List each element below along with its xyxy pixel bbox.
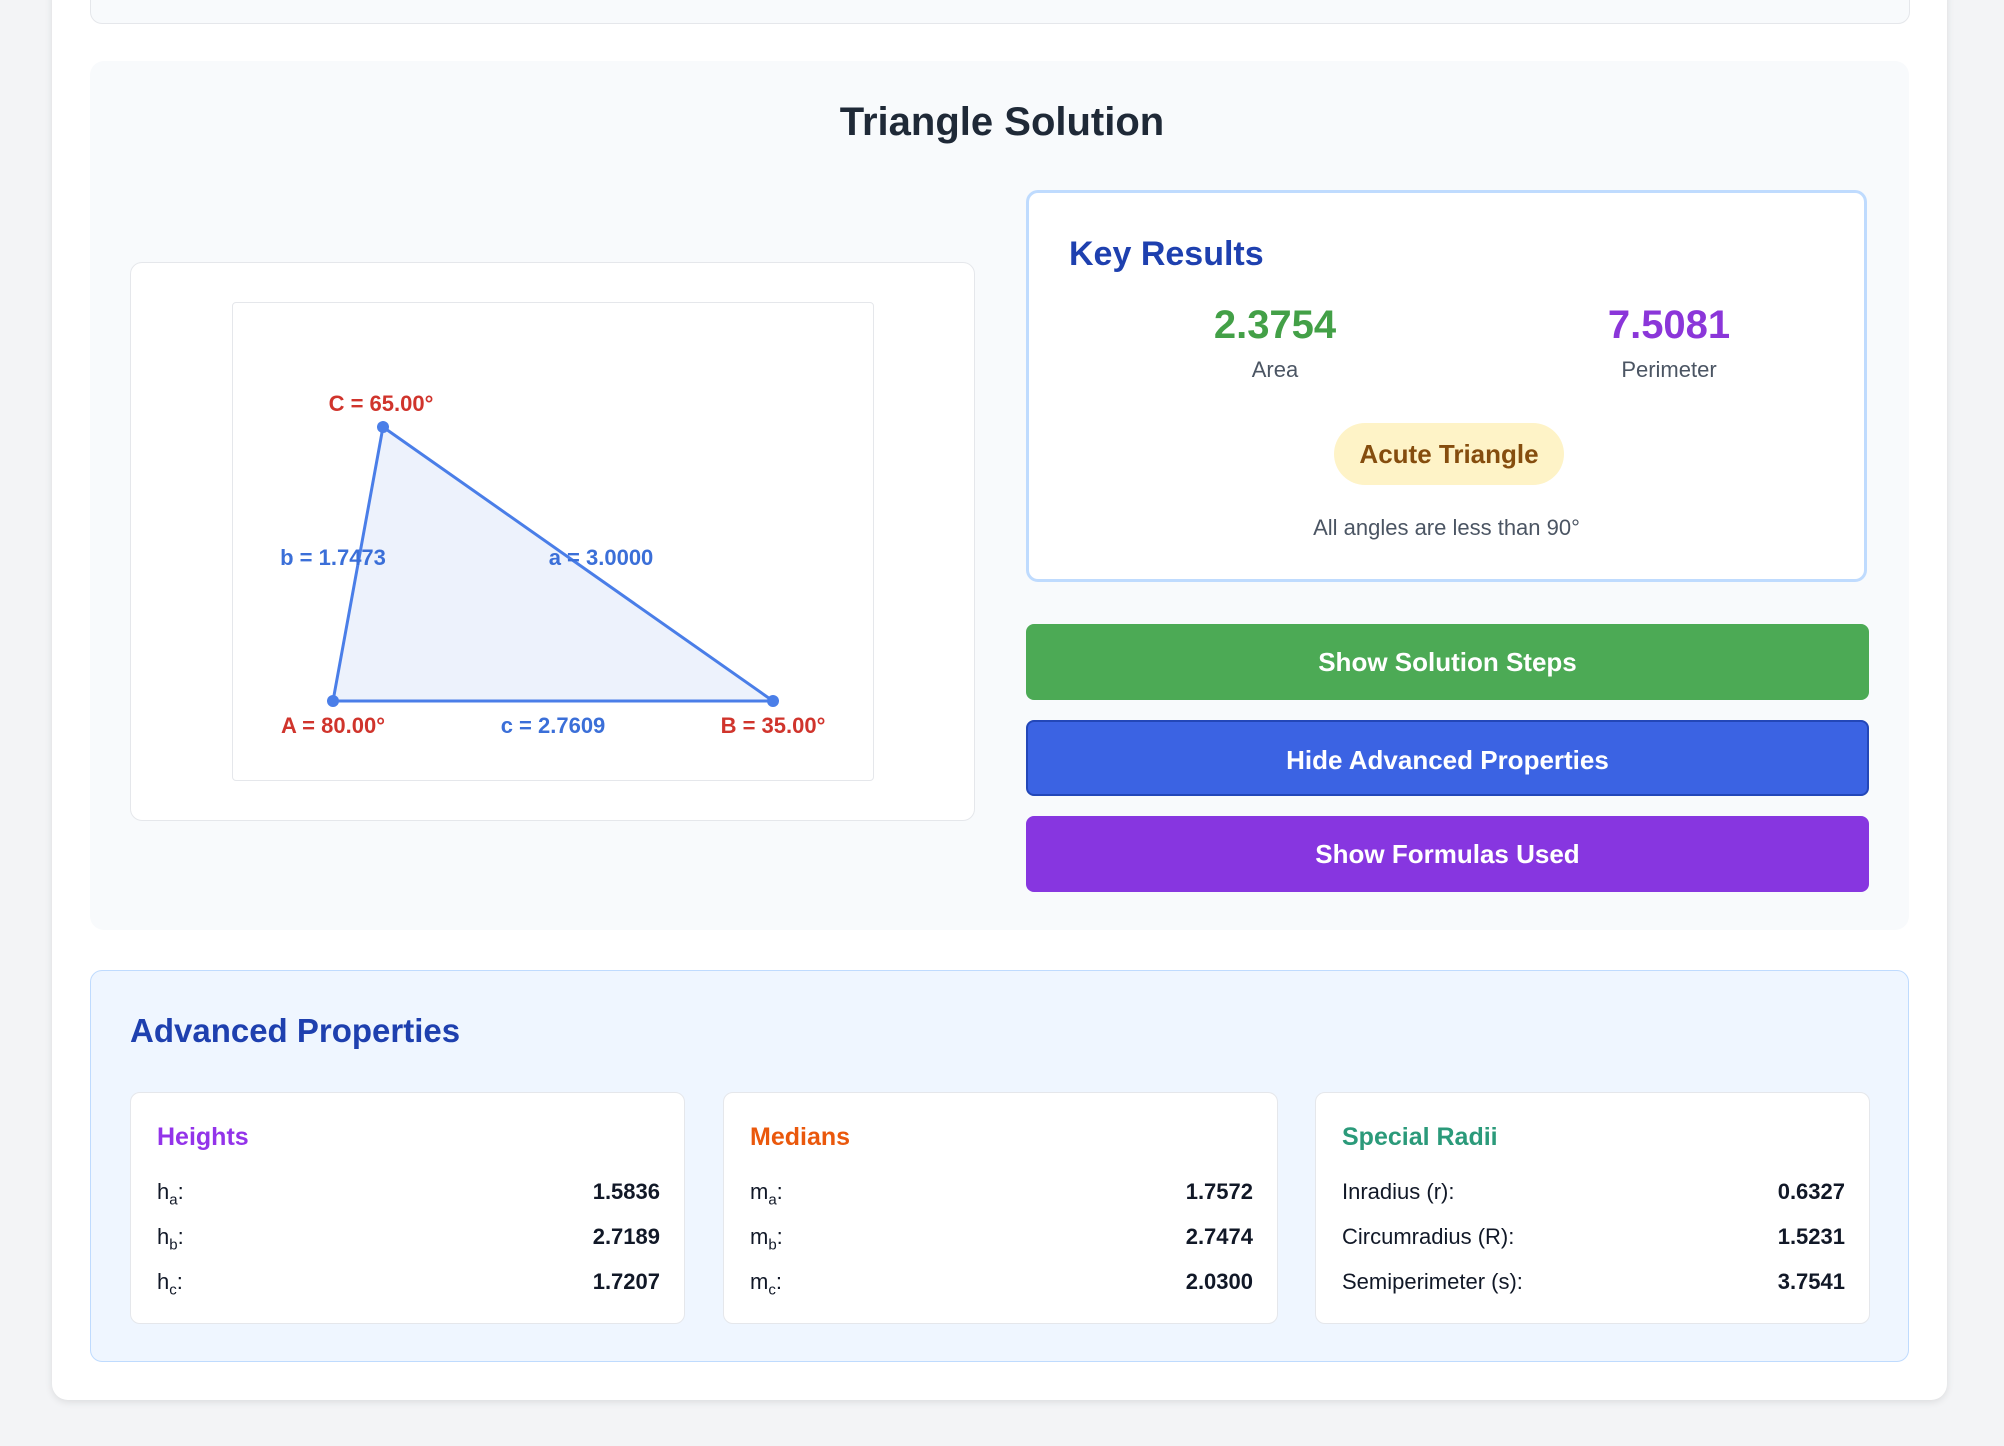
area-value: 2.3754 xyxy=(1213,303,1337,347)
key-results-card: Key Results 2.3754 Area 7.5081 Perimeter… xyxy=(1026,190,1867,582)
vertex-c-point xyxy=(377,421,389,433)
inradius-value: 0.6327 xyxy=(1777,1179,1845,1204)
triangle-shape xyxy=(331,425,775,703)
circumradius-row: Circumradius (R): 1.5231 xyxy=(1342,1224,1845,1254)
show-formulas-button[interactable]: Show Formulas Used xyxy=(1026,816,1869,892)
side-a-label: a = 3.0000 xyxy=(549,545,654,570)
inradius-label: Inradius (r): xyxy=(1342,1179,1455,1204)
height-b-row: hb: 2.7189 xyxy=(157,1224,660,1254)
height-b-value: 2.7189 xyxy=(592,1224,660,1249)
circumradius-label: Circumradius (R): xyxy=(1342,1224,1515,1249)
perimeter-value: 7.5081 xyxy=(1607,303,1731,347)
side-c-label: c = 2.7609 xyxy=(501,713,606,738)
vertex-a-point xyxy=(327,695,339,707)
triangle-type-description: All angles are less than 90° xyxy=(1313,515,1580,540)
semiperimeter-label: Semiperimeter (s): xyxy=(1342,1269,1523,1294)
height-c-label: hc: xyxy=(157,1269,183,1299)
triangle-type-badge: Acute Triangle xyxy=(1334,423,1564,485)
heights-title: Heights xyxy=(157,1123,249,1151)
hide-advanced-properties-button[interactable]: Hide Advanced Properties xyxy=(1026,720,1869,796)
circumradius-value: 1.5231 xyxy=(1777,1224,1845,1249)
inradius-row: Inradius (r): 0.6327 xyxy=(1342,1179,1845,1209)
advanced-properties-title: Advanced Properties xyxy=(130,1012,461,1049)
perimeter-label: Perimeter xyxy=(1621,357,1717,382)
median-b-value: 2.7474 xyxy=(1185,1224,1253,1249)
median-c-value: 2.0300 xyxy=(1185,1269,1253,1294)
medians-card: Medians ma: 1.7572 mb: 2.7474 mc: 2.0300 xyxy=(723,1092,1278,1324)
special-radii-card: Special Radii Inradius (r): 0.6327 Circu… xyxy=(1315,1092,1870,1324)
show-solution-steps-button[interactable]: Show Solution Steps xyxy=(1026,624,1869,700)
triangle-diagram-canvas: C = 65.00° A = 80.00° B = 35.00° b = 1.7… xyxy=(232,302,874,781)
angle-c-label: C = 65.00° xyxy=(329,391,434,416)
special-radii-title: Special Radii xyxy=(1342,1123,1498,1151)
median-c-row: mc: 2.0300 xyxy=(750,1269,1253,1299)
height-c-value: 1.7207 xyxy=(592,1269,660,1294)
angle-b-label: B = 35.00° xyxy=(721,713,826,738)
heights-card: Heights ha: 1.5836 hb: 2.7189 hc: 1.7207 xyxy=(130,1092,685,1324)
height-a-value: 1.5836 xyxy=(592,1179,660,1204)
medians-title: Medians xyxy=(750,1123,851,1151)
height-a-label: ha: xyxy=(157,1179,184,1209)
height-a-row: ha: 1.5836 xyxy=(157,1179,660,1209)
semiperimeter-row: Semiperimeter (s): 3.7541 xyxy=(1342,1269,1845,1299)
key-results-title: Key Results xyxy=(1069,235,1264,273)
input-panel-edge xyxy=(90,0,1910,24)
semiperimeter-value: 3.7541 xyxy=(1777,1269,1845,1294)
median-b-label: mb: xyxy=(750,1224,783,1254)
vertex-b-point xyxy=(767,695,779,707)
area-label: Area xyxy=(1251,357,1299,382)
median-b-row: mb: 2.7474 xyxy=(750,1224,1253,1254)
angle-a-label: A = 80.00° xyxy=(281,713,385,738)
solution-title: Triangle Solution xyxy=(839,100,1165,144)
median-a-value: 1.7572 xyxy=(1185,1179,1253,1204)
median-c-label: mc: xyxy=(750,1269,782,1299)
side-b-label: b = 1.7473 xyxy=(280,545,386,570)
height-c-row: hc: 1.7207 xyxy=(157,1269,660,1299)
median-a-label: ma: xyxy=(750,1179,783,1209)
triangle-diagram: C = 65.00° A = 80.00° B = 35.00° b = 1.7… xyxy=(280,391,826,738)
median-a-row: ma: 1.7572 xyxy=(750,1179,1253,1209)
height-b-label: hb: xyxy=(157,1224,184,1254)
